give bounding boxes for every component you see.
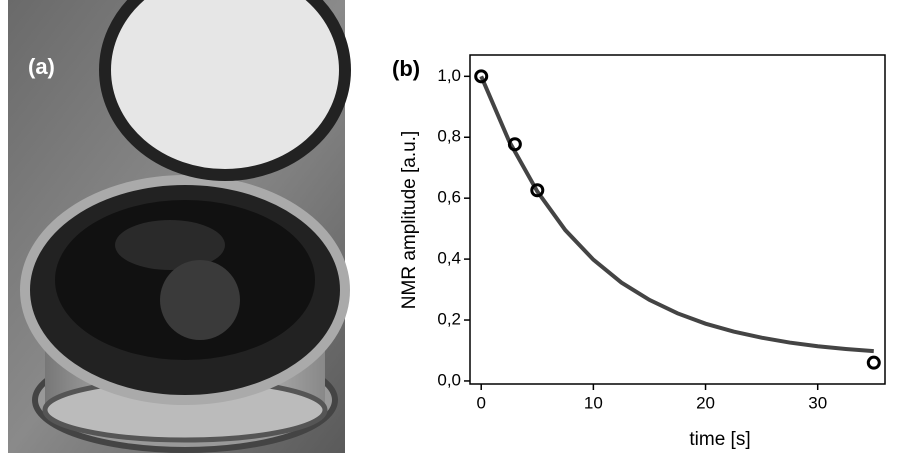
data-point: [530, 183, 545, 198]
y-tick-label: 0,2: [437, 310, 461, 329]
data-point: [866, 355, 881, 370]
fit-curve: [479, 75, 874, 354]
x-tick-label: 0: [476, 393, 485, 412]
x-axis-label: time [s]: [689, 429, 750, 450]
y-tick-label: 0,4: [437, 249, 461, 268]
photo: (a): [8, 0, 351, 453]
panel-label: (a): [28, 54, 55, 79]
panel-label: (b): [392, 56, 420, 81]
x-tick-label: 30: [808, 393, 827, 412]
lid: [99, 0, 351, 181]
chart: (b) time [s] NMR amplitude [a.u.] 0 10 20 3…: [392, 54, 886, 450]
plot-frame: [469, 54, 886, 385]
x-tick-label: 20: [696, 393, 715, 412]
cutout: [115, 220, 225, 270]
y-tick-label: 0,0: [437, 370, 461, 389]
y-tick-label: 1,0: [437, 66, 461, 85]
y-tick-label: 0,6: [437, 188, 461, 207]
y-tick-label: 0,8: [437, 127, 461, 146]
sphere: [160, 260, 240, 340]
y-axis-label: NMR amplitude [a.u.]: [399, 131, 420, 309]
data-point: [474, 69, 489, 84]
data-point: [507, 137, 522, 152]
x-tick-label: 10: [584, 393, 603, 412]
